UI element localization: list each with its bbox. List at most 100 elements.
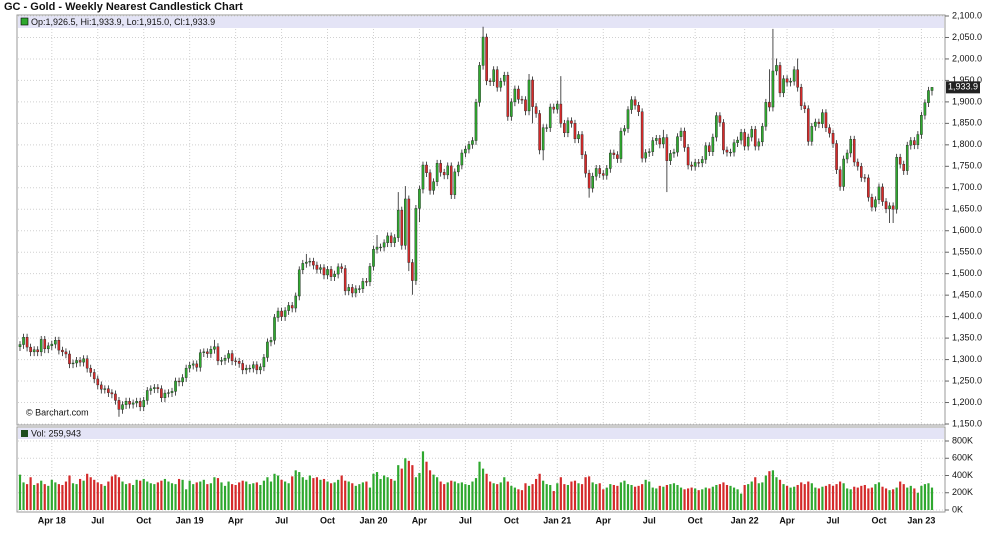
volume-bar xyxy=(50,479,53,510)
candle-body xyxy=(414,208,418,281)
volume-bar xyxy=(662,486,665,510)
volume-bar xyxy=(425,461,428,510)
volume-bar xyxy=(842,483,845,510)
candle-body xyxy=(457,164,460,173)
candle-body xyxy=(824,112,828,128)
mark-layer: 1,933.9 xyxy=(18,26,980,510)
volume-bar xyxy=(764,475,767,510)
volume-bar xyxy=(595,484,598,510)
candle-body xyxy=(651,140,655,152)
candle-body xyxy=(149,388,153,391)
candle-body xyxy=(315,264,319,270)
volume-bar xyxy=(810,483,813,510)
candle-body xyxy=(128,401,131,405)
candle-body xyxy=(552,106,556,110)
y-tick-label: 1,850.0 xyxy=(952,118,982,128)
volume-bar xyxy=(227,481,230,510)
candle-body xyxy=(262,357,266,368)
candle-body xyxy=(206,351,209,354)
candle-body xyxy=(867,177,870,198)
volume-bar xyxy=(747,484,750,510)
x-tick-label: Jan 20 xyxy=(359,515,387,525)
candle-body xyxy=(499,81,503,88)
volume-bar xyxy=(365,481,368,510)
candle-body xyxy=(860,166,863,178)
volume-bar xyxy=(506,481,509,510)
candle-body xyxy=(223,358,227,361)
candle-body xyxy=(898,157,902,165)
volume-bar xyxy=(100,484,103,510)
candle-body xyxy=(704,145,708,160)
volume-bar xyxy=(817,488,820,510)
candle-body xyxy=(68,353,71,365)
candle-body xyxy=(700,159,704,164)
candle-body xyxy=(877,186,881,201)
candle-body xyxy=(467,144,471,150)
candle-body xyxy=(393,237,396,243)
candle-body xyxy=(32,349,36,353)
candle-body xyxy=(601,173,605,176)
volume-bar xyxy=(877,482,881,510)
candle-body xyxy=(421,164,425,190)
candle-body xyxy=(167,392,170,394)
volume-bar xyxy=(96,482,99,510)
volume-icon xyxy=(21,430,28,437)
volume-bar xyxy=(78,478,82,510)
candle-body xyxy=(916,134,920,146)
x-tick-label: Oct xyxy=(688,515,703,525)
candle-body xyxy=(863,177,867,179)
volume-bar xyxy=(329,483,333,510)
candle-body xyxy=(343,268,347,292)
candle-body xyxy=(82,358,85,363)
volume-bar xyxy=(715,484,718,510)
volume-bar xyxy=(743,484,746,510)
candle-body xyxy=(354,288,358,294)
candle-body xyxy=(78,360,82,363)
info-icon xyxy=(20,17,29,26)
candle-body xyxy=(640,111,644,159)
volume-bar xyxy=(895,487,898,510)
candle-body xyxy=(548,106,552,128)
y-tick-label: 2,000.0 xyxy=(952,53,982,63)
y-tick-label: 1,300.0 xyxy=(952,354,982,364)
volume-bar xyxy=(828,484,831,510)
candle-body xyxy=(789,81,792,83)
candle-body xyxy=(658,138,662,145)
candle-body xyxy=(527,79,531,112)
candle-body xyxy=(669,153,672,161)
x-tick-label: Jan 21 xyxy=(543,515,571,525)
volume-bar xyxy=(40,480,43,510)
candle-body xyxy=(665,137,669,161)
volume-bar xyxy=(241,480,244,510)
candle-body xyxy=(852,139,856,163)
candle-body xyxy=(753,129,757,147)
candle-body xyxy=(100,384,103,390)
volume-bar xyxy=(517,489,520,510)
volume-bar xyxy=(114,474,117,510)
candle-body xyxy=(432,181,435,191)
volume-bar xyxy=(393,480,396,510)
volume-bar xyxy=(163,478,167,510)
volume-bar xyxy=(390,478,393,510)
volume-bar xyxy=(641,484,644,510)
candle-body xyxy=(329,269,333,277)
volume-bar xyxy=(704,487,707,510)
candle-body xyxy=(350,287,354,294)
volume-bar xyxy=(333,482,336,510)
x-tick-label: Oct xyxy=(871,515,886,525)
candle-body xyxy=(524,99,527,112)
volume-bar xyxy=(25,484,29,510)
volume-bar xyxy=(789,487,792,510)
y-tick-label: 1,600.0 xyxy=(952,225,982,235)
candle-body xyxy=(835,143,838,170)
candle-body xyxy=(340,266,343,269)
volume-bar xyxy=(732,487,736,510)
candle-body xyxy=(683,130,686,148)
candle-body xyxy=(849,139,852,154)
candle-body xyxy=(495,69,499,88)
candle-body xyxy=(559,103,563,124)
volume-bar xyxy=(471,481,474,510)
candle-body xyxy=(379,246,382,249)
volume-bar xyxy=(757,483,760,510)
volume-bar xyxy=(510,485,513,510)
